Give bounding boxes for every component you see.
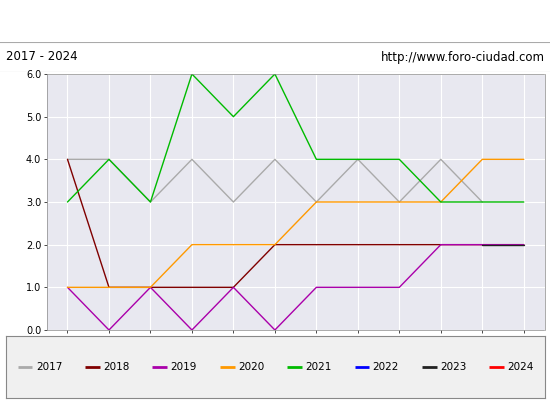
Text: 2017: 2017: [36, 362, 62, 372]
Text: http://www.foro-ciudad.com: http://www.foro-ciudad.com: [381, 50, 544, 64]
Text: 2021: 2021: [305, 362, 332, 372]
Text: 2017 - 2024: 2017 - 2024: [6, 50, 77, 64]
Text: 2024: 2024: [508, 362, 534, 372]
Text: 2019: 2019: [170, 362, 197, 372]
Text: 2023: 2023: [440, 362, 466, 372]
Text: 2022: 2022: [373, 362, 399, 372]
Text: 2018: 2018: [103, 362, 130, 372]
Text: Evolucion del paro registrado en Campelles: Evolucion del paro registrado en Campell…: [95, 12, 455, 30]
Text: 2020: 2020: [238, 362, 264, 372]
